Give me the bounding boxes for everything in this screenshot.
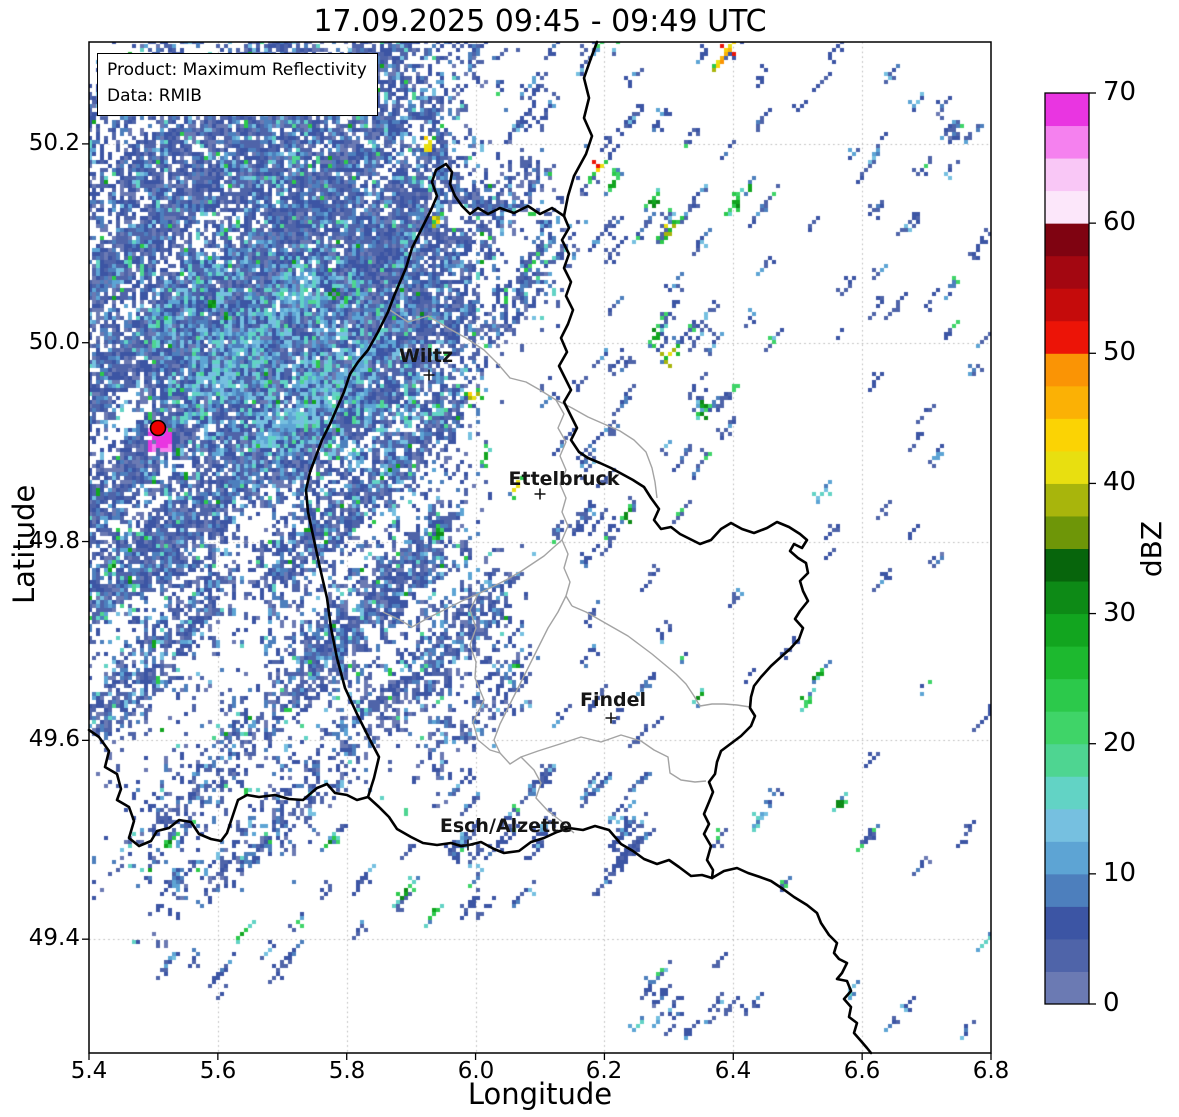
colorbar-segment-20	[1045, 320, 1089, 354]
x-tick-label-6.4: 6.4	[714, 1058, 752, 1084]
district-border-line-1	[555, 399, 573, 607]
x-tick-label-6.6: 6.6	[843, 1058, 881, 1084]
y-tick-label-49.8: 49.8	[28, 528, 80, 554]
y-tick-label-49.4: 49.4	[28, 925, 80, 951]
legend-box: Product: Maximum Reflectivity Data: RMIB	[97, 53, 378, 116]
country-border-line-0	[562, 40, 599, 218]
colorbar-segment-18	[1045, 385, 1089, 419]
colorbar-segment-15	[1045, 483, 1089, 517]
colorbar-segment-13	[1045, 548, 1089, 582]
colorbar-segment-14	[1045, 515, 1089, 549]
x-tick-label-6.8: 6.8	[972, 1058, 1010, 1084]
x-tick-label-6.0: 6.0	[457, 1058, 495, 1084]
x-tick-label-6.2: 6.2	[585, 1058, 623, 1084]
x-tick-label-5.6: 5.6	[199, 1058, 237, 1084]
colorbar-segment-21	[1045, 288, 1089, 322]
legend-data-line: Data: RMIB	[107, 85, 202, 106]
colorbar-segment-2	[1045, 906, 1089, 940]
colorbar-tick-label-50: 50	[1103, 337, 1137, 367]
colorbar-frame	[1044, 92, 1090, 1005]
colorbar-segment-17	[1045, 418, 1089, 452]
city-marker-Wiltz	[423, 369, 435, 381]
radar-precipitation-canvas	[89, 42, 991, 1053]
colorbar-segment-27	[1045, 93, 1089, 127]
colorbar-tick-label-10: 10	[1103, 858, 1137, 888]
colorbar-segment-25	[1045, 158, 1089, 192]
colorbar-segment-11	[1045, 613, 1089, 647]
district-border-line-0	[389, 309, 658, 499]
city-label-Findel: Findel	[579, 689, 647, 711]
district-border-line-3	[571, 605, 751, 708]
country-border-line-3	[366, 795, 714, 880]
colorbar-tick-label-40: 40	[1103, 467, 1137, 497]
colorbar-segment-19	[1045, 353, 1089, 387]
colorbar-segment-7	[1045, 743, 1089, 777]
colorbar-segment-9	[1045, 678, 1089, 712]
colorbar-segment-10	[1045, 646, 1089, 680]
station-marker-dot	[149, 419, 167, 437]
country-border-line-1	[304, 162, 566, 799]
colorbar-segment-4	[1045, 841, 1089, 875]
city-marker-Ettelbruck	[534, 488, 546, 500]
colorbar-segment-6	[1045, 776, 1089, 810]
legend-product-line: Product: Maximum Reflectivity	[107, 60, 367, 80]
colorbar-segment-23	[1045, 223, 1089, 257]
city-marker-Esch/Alzette	[462, 839, 474, 851]
colorbar-tick-label-30: 30	[1103, 598, 1137, 628]
city-label-Wiltz: Wiltz	[398, 345, 454, 367]
x-tick-label-5.8: 5.8	[328, 1058, 366, 1084]
district-border-line-2	[382, 539, 563, 628]
x-axis-label: Longitude	[467, 1077, 613, 1111]
y-tick-label-50.0: 50.0	[28, 329, 80, 355]
colorbar-segment-16	[1045, 450, 1089, 484]
colorbar-segment-1	[1045, 938, 1089, 972]
plot-frame	[88, 41, 992, 1054]
colorbar-unit-label: dBZ	[1135, 520, 1168, 578]
colorbar-tick-label-60: 60	[1103, 207, 1137, 237]
country-border-line-2	[87, 728, 370, 848]
city-marker-Findel	[605, 712, 617, 724]
x-tick-label-5.4: 5.4	[70, 1058, 108, 1084]
colorbar-segment-22	[1045, 255, 1089, 289]
district-border-line-4	[493, 595, 575, 834]
colorbar-segment-26	[1045, 125, 1089, 159]
y-tick-label-49.6: 49.6	[28, 726, 80, 752]
district-border-line-6	[520, 734, 707, 783]
colorbar-segment-8	[1045, 711, 1089, 745]
colorbar-segment-24	[1045, 190, 1089, 224]
colorbar-tick-label-20: 20	[1103, 728, 1137, 758]
city-label-Esch/Alzette: Esch/Alzette	[439, 815, 573, 837]
country-border-line-5	[710, 866, 873, 1055]
colorbar-tick-label-70: 70	[1103, 77, 1137, 107]
colorbar-segment-5	[1045, 808, 1089, 842]
city-label-Ettelbruck: Ettelbruck	[508, 468, 620, 490]
plot-title: 17.09.2025 09:45 - 09:49 UTC	[313, 4, 767, 39]
colorbar-segment-3	[1045, 873, 1089, 907]
y-tick-label-50.2: 50.2	[28, 130, 80, 156]
country-border-line-4	[557, 214, 810, 880]
colorbar-tick-label-0: 0	[1103, 988, 1120, 1018]
colorbar-segment-12	[1045, 581, 1089, 615]
district-border-line-5	[469, 593, 501, 754]
colorbar-segment-0	[1045, 971, 1089, 1005]
